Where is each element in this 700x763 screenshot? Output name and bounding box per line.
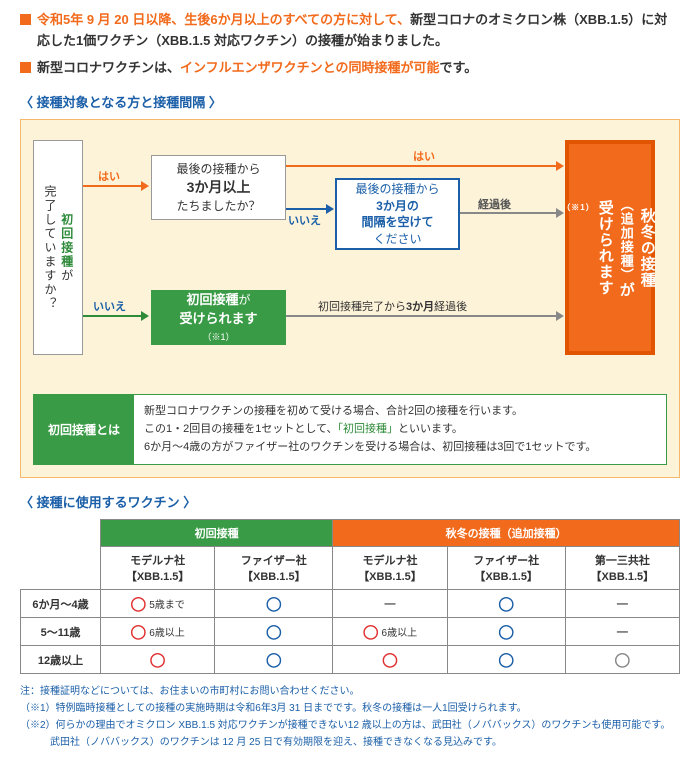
flow-q2-b: 3か月以上 xyxy=(187,179,251,195)
footnote-line: （※2）何らかの理由でオミクロン XBB.1.5 対応ワクチンが接種できない12… xyxy=(20,718,680,734)
table-cell: ◯ xyxy=(101,646,215,674)
arrow-head-icon xyxy=(141,311,149,321)
flowchart-stage: 初回接種が 完了していますか？ はい 最後の接種から 3か月以上 たちましたか？… xyxy=(33,140,667,380)
flow-initial-note: （※1） xyxy=(202,332,234,342)
section-1-title: 〈 接種対象となる方と接種間隔 〉 xyxy=(20,92,680,111)
flow-initial: 初回接種が 受けられます （※1） xyxy=(151,290,286,345)
section-2-title: 〈 接種に使用するワクチン 〉 xyxy=(20,492,680,511)
table-cell: ◯6歳以上 xyxy=(101,618,215,646)
flow-result-d: 受けられます xyxy=(597,200,614,296)
square-icon xyxy=(20,62,31,73)
flow-result: 秋冬の接種 （追加接種）が 受けられます （※1） xyxy=(565,140,655,355)
note-l2a: この1・2回目の接種を1セットとして、 xyxy=(144,423,337,435)
th-group1: 初回接種 xyxy=(101,520,333,547)
bullet-1: 令和5年 9 月 20 日以降、生後6か月以上のすべての方に対して、新型コロナの… xyxy=(20,10,680,52)
initial-note-label: 初回接種とは xyxy=(34,395,134,464)
square-icon xyxy=(20,14,31,25)
flow-initial-a: 初回接種 xyxy=(186,292,238,307)
arrow xyxy=(286,315,558,317)
flow-q2-a: 最後の接種から xyxy=(176,162,260,176)
table-cell: ◯ xyxy=(447,646,565,674)
flow-result-note: （※1） xyxy=(562,202,594,213)
arrow xyxy=(460,212,558,214)
flow-result-a: 秋冬の接種 xyxy=(639,208,656,288)
table-cell: ◯5歳まで xyxy=(101,590,215,618)
arrow xyxy=(286,165,558,167)
th-row: 6か月～4歳 xyxy=(21,590,101,618)
arrow xyxy=(286,208,328,210)
flow-wait-b: 3か月の xyxy=(376,199,419,213)
table-cell: ◯ xyxy=(565,646,679,674)
th-col: ファイザー社【XBB.1.5】 xyxy=(215,547,333,590)
flow-result-c: が xyxy=(618,282,635,298)
arrow-label-no-2: いいえ xyxy=(93,298,126,314)
flow-q1-b: が xyxy=(60,269,74,283)
path-c: 経過後 xyxy=(434,301,467,313)
table-cell: ◯6歳以上 xyxy=(333,618,447,646)
arrow xyxy=(83,185,143,187)
arrow-label-after: 経過後 xyxy=(478,196,511,212)
arrow-head-icon xyxy=(141,181,149,191)
path-b: 3か月 xyxy=(406,301,434,313)
flow-q1: 初回接種が 完了していますか？ xyxy=(33,140,83,355)
arrow-label-yes: はい xyxy=(98,168,120,184)
bullet-2-pre: 新型コロナワクチンは、 xyxy=(37,60,180,75)
footnote-line: 武田社（ノババックス）のワクチンは 12 月 25 日で有効期限を迎え、接種でき… xyxy=(20,735,680,751)
th-row: 5～11歳 xyxy=(21,618,101,646)
initial-note-body: 新型コロナワクチンの接種を初めて受ける場合、合計2回の接種を行います。 この1・… xyxy=(134,395,606,464)
flow-wait-a: 最後の接種から xyxy=(355,182,439,196)
flow-q1-c: 完了していますか？ xyxy=(43,185,57,311)
table-cell: ◯ xyxy=(215,646,333,674)
path-a: 初回接種完了から xyxy=(318,301,406,313)
arrow-head-icon xyxy=(556,161,564,171)
note-l1: 新型コロナワクチンの接種を初めて受ける場合、合計2回の接種を行います。 xyxy=(144,405,523,417)
table-cell: ◯ xyxy=(447,618,565,646)
bullet-2-post: です。 xyxy=(440,60,478,75)
flow-q2-c: たちましたか？ xyxy=(176,199,260,213)
table-cell: ◯ xyxy=(215,618,333,646)
flow-initial-c: 受けられます xyxy=(179,311,257,326)
arrow-label-yes-2: はい xyxy=(413,148,435,164)
table-cell: ◯ xyxy=(215,590,333,618)
flow-result-b: （追加接種） xyxy=(619,198,634,282)
table-cell: ◯ xyxy=(447,590,565,618)
flow-q2: 最後の接種から 3か月以上 たちましたか？ xyxy=(151,155,286,220)
footnote-line: （※1）特例臨時接種としての接種の実施時期は令和6年3月 31 日までです。秋冬… xyxy=(20,701,680,717)
flow-wait-c: 間隔を空けて xyxy=(361,215,433,229)
note-l2c: といいます。 xyxy=(398,423,463,435)
vaccine-table: 初回接種 秋冬の接種（追加接種） モデルナ社【XBB.1.5】ファイザー社【XB… xyxy=(20,519,680,674)
footnote-line: 注：接種証明などについては、お住まいの市町村にお問い合わせください。 xyxy=(20,684,680,700)
flow-wait-d: ください xyxy=(373,232,421,246)
th-col: モデルナ社【XBB.1.5】 xyxy=(101,547,215,590)
arrow-head-icon xyxy=(326,204,334,214)
note-l2b: 「初回接種」 xyxy=(337,423,398,435)
table-cell: — xyxy=(565,590,679,618)
arrow-path-text: 初回接種完了から3か月経過後 xyxy=(318,298,467,314)
table-cell: — xyxy=(333,590,447,618)
initial-note-row: 初回接種とは 新型コロナワクチンの接種を初めて受ける場合、合計2回の接種を行いま… xyxy=(33,394,667,465)
th-col: 第一三共社【XBB.1.5】 xyxy=(565,547,679,590)
bullet-2-text: 新型コロナワクチンは、インフルエンザワクチンとの同時接種が可能です。 xyxy=(37,58,477,79)
th-group2: 秋冬の接種（追加接種） xyxy=(333,520,680,547)
th-col: ファイザー社【XBB.1.5】 xyxy=(447,547,565,590)
bullet-1-text: 令和5年 9 月 20 日以降、生後6か月以上のすべての方に対して、新型コロナの… xyxy=(37,10,680,52)
arrow-head-icon xyxy=(556,311,564,321)
bullet-2: 新型コロナワクチンは、インフルエンザワクチンとの同時接種が可能です。 xyxy=(20,58,680,79)
bullet-2-highlight: インフルエンザワクチンとの同時接種が可能 xyxy=(180,60,439,75)
flow-wait: 最後の接種から 3か月の 間隔を空けて ください xyxy=(335,178,460,250)
note-l3: 6か月～4歳の方がファイザー社のワクチンを受ける場合は、初回接種は3回で1セット… xyxy=(144,441,596,453)
footnotes: 注：接種証明などについては、お住まいの市町村にお問い合わせください。（※1）特例… xyxy=(20,684,680,751)
flow-initial-b: が xyxy=(238,293,250,307)
table-cell: ◯ xyxy=(333,646,447,674)
arrow-label-no: いいえ xyxy=(288,212,321,228)
flowchart-container: 初回接種が 完了していますか？ はい 最後の接種から 3か月以上 たちましたか？… xyxy=(20,119,680,478)
th-col: モデルナ社【XBB.1.5】 xyxy=(333,547,447,590)
table-cell: — xyxy=(565,618,679,646)
bullet-1-highlight: 令和5年 9 月 20 日以降、生後6か月以上のすべての方に対して、 xyxy=(37,12,410,27)
flow-q1-a: 初回接種 xyxy=(60,213,74,269)
th-row: 12歳以上 xyxy=(21,646,101,674)
arrow xyxy=(83,315,143,317)
